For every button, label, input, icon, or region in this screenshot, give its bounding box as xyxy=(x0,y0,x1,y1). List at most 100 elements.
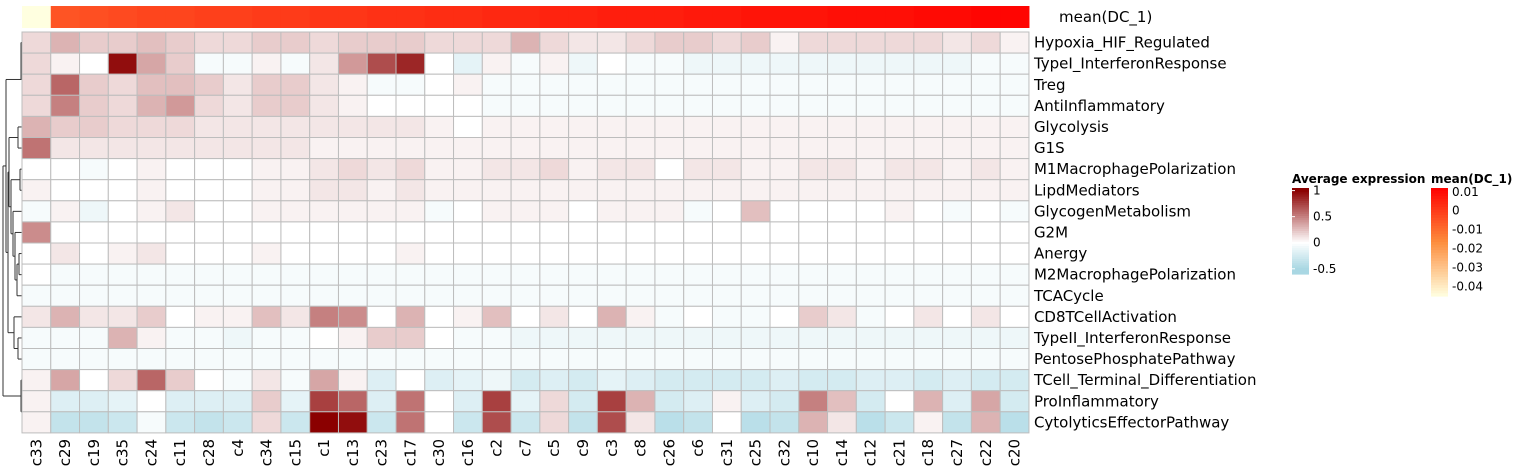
heatmap-cell xyxy=(827,305,857,328)
heatmap-cell xyxy=(424,263,455,286)
heatmap-cell xyxy=(798,390,829,413)
heatmap-cell xyxy=(970,242,1001,265)
heatmap-cell xyxy=(107,326,138,349)
heatmap-cell xyxy=(711,52,742,75)
heatmap-cell xyxy=(539,326,570,349)
heatmap-cell xyxy=(337,263,368,286)
heatmap-cell xyxy=(194,73,224,96)
heatmap-cell xyxy=(596,73,627,96)
heatmap-cell xyxy=(165,221,196,244)
heatmap-cell xyxy=(222,200,253,223)
heatmap-cell xyxy=(481,369,512,392)
heatmap-cell xyxy=(309,348,339,371)
heatmap-cell xyxy=(136,305,167,328)
legend-tick-label: -0.5 xyxy=(1313,262,1336,276)
heatmap-cell xyxy=(194,348,224,371)
heatmap-cell xyxy=(596,137,627,160)
heatmap-cell xyxy=(251,179,282,202)
heatmap-cell xyxy=(337,411,368,434)
heatmap-cell xyxy=(395,326,426,349)
heatmap-cell xyxy=(251,348,282,371)
heatmap-cell xyxy=(625,263,656,286)
heatmap-cell xyxy=(942,94,972,117)
heatmap-cell xyxy=(942,411,972,434)
heatmap-cell xyxy=(625,200,656,223)
heatmap-cell xyxy=(798,284,829,307)
heatmap-cell xyxy=(222,179,253,202)
heatmap-cell xyxy=(596,115,627,139)
column-label: c17 xyxy=(401,439,419,466)
heatmap-cell xyxy=(395,31,426,54)
heatmap-cell xyxy=(654,221,685,244)
legend-gradient-step xyxy=(1292,211,1309,215)
heatmap-cell xyxy=(251,390,282,413)
heatmap-cell xyxy=(366,284,397,307)
legend-gradient-step xyxy=(1292,269,1309,273)
heatmap-cell xyxy=(481,348,512,371)
heatmap-cell xyxy=(222,411,253,434)
heatmap-cell xyxy=(683,263,713,286)
heatmap-cell xyxy=(539,305,570,328)
heatmap-cell xyxy=(395,411,426,434)
heatmap-cell xyxy=(107,200,138,223)
legend-gradient-step xyxy=(1431,269,1448,273)
heatmap-cell xyxy=(165,115,196,139)
heatmap-cell xyxy=(683,94,713,117)
annotation-cell xyxy=(626,6,656,28)
heatmap-cell xyxy=(136,326,167,349)
heatmap-cell xyxy=(510,305,541,328)
heatmap-cell xyxy=(337,179,368,202)
legend-gradient-step xyxy=(1431,250,1448,254)
legend-gradient-step xyxy=(1292,222,1309,226)
heatmap-cell xyxy=(395,242,426,265)
heatmap-cell xyxy=(21,52,52,75)
heatmap-cell xyxy=(21,200,52,223)
heatmap-cell xyxy=(596,263,627,286)
heatmap-cell xyxy=(136,369,167,392)
legend-gradient-step xyxy=(1292,246,1309,249)
heatmap-cell xyxy=(222,242,253,265)
heatmap-cell xyxy=(596,200,627,223)
heatmap-cell xyxy=(942,73,972,96)
heatmap-cell xyxy=(539,158,570,181)
legend-gradient-step xyxy=(1431,263,1448,267)
heatmap-cell xyxy=(970,326,1001,349)
heatmap-cell xyxy=(222,158,253,181)
heatmap-cell xyxy=(711,305,742,328)
heatmap-cell xyxy=(50,369,81,392)
heatmap-cell xyxy=(222,369,253,392)
column-label: c34 xyxy=(258,439,276,466)
heatmap-cell xyxy=(251,411,282,434)
heatmap-cell xyxy=(222,31,253,54)
heatmap-cell xyxy=(424,179,455,202)
heatmap-cell xyxy=(769,263,800,286)
heatmap-cell xyxy=(942,326,972,349)
annotation-cell xyxy=(539,6,570,28)
heatmap-cell xyxy=(539,348,570,371)
heatmap-cell xyxy=(769,52,800,75)
annotation-cell xyxy=(223,6,253,28)
heatmap-cell xyxy=(453,115,483,139)
heatmap-cell xyxy=(309,200,339,223)
heatmap-cell xyxy=(136,221,167,244)
heatmap-cell xyxy=(596,52,627,75)
heatmap-cell xyxy=(165,73,196,96)
heatmap-cell xyxy=(136,52,167,75)
heatmap-cell xyxy=(251,305,282,328)
heatmap-cell xyxy=(999,137,1030,160)
legend-gradient-step xyxy=(1431,217,1448,221)
legend-gradient-step xyxy=(1431,287,1448,292)
heatmap-cell xyxy=(855,390,886,413)
heatmap-cell xyxy=(654,369,685,392)
legend-gradient-step xyxy=(1292,209,1309,213)
column-label: c35 xyxy=(114,439,132,466)
mean-dc1-legend: mean(DC_1) 0.01 0 -0.01 -0.02 -0.03 -0.04 xyxy=(1431,172,1512,297)
heatmap-cell xyxy=(999,348,1030,371)
legend-gradient-step xyxy=(1292,218,1309,221)
heatmap-cell xyxy=(855,137,886,160)
heatmap-cell xyxy=(395,305,426,328)
heatmap-cell xyxy=(251,242,282,265)
heatmap-cell xyxy=(194,221,224,244)
row-label: Glycolysis xyxy=(1034,118,1109,136)
heatmap-cell xyxy=(625,179,656,202)
